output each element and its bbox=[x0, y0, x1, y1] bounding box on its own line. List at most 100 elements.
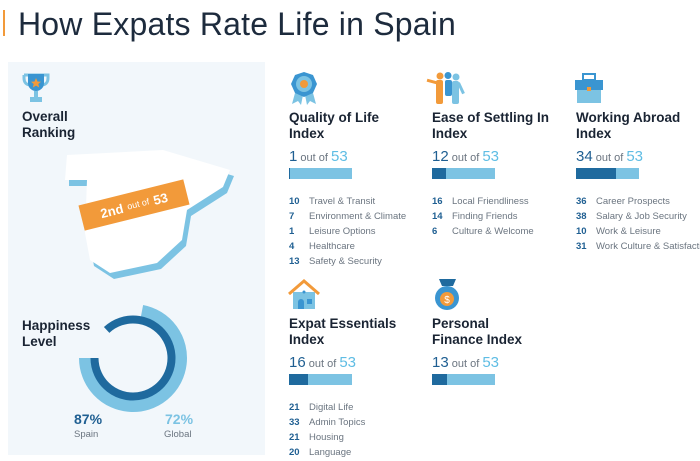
sub-rank-list: 10 Travel & Transit 7 Environment & Climate… bbox=[289, 194, 429, 269]
sub-label: Housing bbox=[309, 432, 344, 443]
list-item: 10 Work & Leisure bbox=[576, 224, 700, 239]
list-item: 16 Local Friendliness bbox=[432, 194, 572, 209]
rank-value: 12 bbox=[432, 148, 449, 165]
spain-label: Spain bbox=[74, 429, 99, 440]
rank-total: 53 bbox=[339, 354, 357, 371]
sub-label: Healthcare bbox=[309, 241, 355, 252]
sub-rank: 33 bbox=[289, 417, 300, 428]
sub-rank: 13 bbox=[289, 256, 300, 267]
out-of: out of bbox=[595, 152, 624, 164]
sub-rank: 16 bbox=[432, 196, 443, 207]
title-accent bbox=[3, 10, 5, 36]
index-card: Quality of Life Index 1 out of 53 10 Trav… bbox=[289, 110, 429, 269]
sub-rank: 14 bbox=[432, 211, 443, 222]
index-rank: 34 out of 53 bbox=[576, 148, 700, 165]
index-card: Expat Essentials Index 16 out of 53 21 Di… bbox=[289, 316, 429, 460]
out-of: out of bbox=[308, 358, 337, 370]
happiness-label: Happiness Level bbox=[22, 318, 91, 349]
global-label: Global bbox=[164, 429, 192, 440]
index-title: Expat Essentials Index bbox=[289, 316, 397, 347]
out-of: out of bbox=[451, 152, 480, 164]
list-item: 38 Salary & Job Security bbox=[576, 209, 700, 224]
rank-bar bbox=[576, 168, 639, 179]
sub-rank: 21 bbox=[289, 402, 300, 413]
rank-value: 13 bbox=[432, 354, 449, 371]
spain-arc bbox=[90, 315, 176, 401]
sub-label: Finding Friends bbox=[452, 211, 518, 222]
list-item: 6 Culture & Welcome bbox=[432, 224, 572, 239]
rank-total: 53 bbox=[331, 148, 348, 165]
rank-bar-fill bbox=[289, 168, 291, 179]
sub-label: Travel & Transit bbox=[309, 196, 376, 207]
sub-label: Leisure Options bbox=[309, 226, 376, 237]
index-card: Ease of Settling In Index 12 out of 53 1… bbox=[432, 110, 572, 239]
index-title: Personal Finance Index bbox=[432, 316, 523, 347]
sub-rank: 7 bbox=[289, 211, 295, 222]
badge-icon bbox=[291, 72, 317, 105]
sub-rank: 1 bbox=[289, 226, 295, 237]
index-rank: 13 out of 53 bbox=[432, 354, 572, 371]
list-item: 13 Safety & Security bbox=[289, 254, 429, 269]
out-of: out of bbox=[300, 152, 328, 164]
sub-label: Culture & Welcome bbox=[452, 226, 534, 237]
sub-label: Admin Topics bbox=[309, 417, 366, 428]
list-item: 36 Career Prospects bbox=[576, 194, 700, 209]
briefcase-icon bbox=[575, 73, 603, 103]
rank-value: 1 bbox=[289, 148, 298, 165]
sub-label: Safety & Security bbox=[309, 256, 382, 267]
sub-rank: 4 bbox=[289, 241, 295, 252]
sub-rank: 10 bbox=[289, 196, 300, 207]
index-title: Working Abroad Index bbox=[576, 110, 681, 141]
spain-value: 87% bbox=[74, 411, 103, 427]
rank-value: 16 bbox=[289, 354, 306, 371]
people-icon bbox=[426, 72, 465, 104]
sub-rank: 20 bbox=[289, 447, 300, 458]
index-card: Working Abroad Index 34 out of 53 36 Care… bbox=[576, 110, 700, 254]
sub-rank: 21 bbox=[289, 432, 300, 443]
sub-rank: 36 bbox=[576, 196, 587, 207]
index-rank: 16 out of 53 bbox=[289, 354, 429, 371]
rank-bar bbox=[289, 168, 352, 179]
index-rank: 12 out of 53 bbox=[432, 148, 572, 165]
rank-bar-fill bbox=[432, 168, 447, 179]
list-item: 1 Leisure Options bbox=[289, 224, 429, 239]
rank-bar-fill bbox=[432, 374, 448, 385]
svg-text:$: $ bbox=[444, 295, 450, 306]
index-title: Quality of Life Index bbox=[289, 110, 380, 141]
list-item: 33 Admin Topics bbox=[289, 415, 429, 430]
sub-rank-list: 16 Local Friendliness 14 Finding Friends 6 Cu… bbox=[432, 194, 572, 239]
list-item: 31 Work Culture & Satisfaction bbox=[576, 239, 700, 254]
index-title: Ease of Settling In Index bbox=[432, 110, 550, 141]
happiness-donut bbox=[79, 304, 187, 412]
sub-label: Salary & Job Security bbox=[596, 211, 687, 222]
list-item: 20 Language bbox=[289, 445, 429, 460]
index-card: Personal Finance Index 13 out of 53 bbox=[432, 316, 572, 400]
rank-total: 53 bbox=[482, 354, 500, 371]
sub-rank-list: 21 Digital Life 33 Admin Topics 21 Housing 20 L… bbox=[289, 400, 429, 460]
sub-rank: 38 bbox=[576, 211, 587, 222]
sub-rank-list: 36 Career Prospects 38 Salary & Job Securit… bbox=[576, 194, 700, 254]
rank-bar bbox=[432, 374, 495, 385]
rank-total: 53 bbox=[626, 148, 644, 165]
list-item: 14 Finding Friends bbox=[432, 209, 572, 224]
rank-bar bbox=[289, 374, 352, 385]
global-value: 72% bbox=[165, 411, 194, 427]
rank-value: 34 bbox=[576, 148, 593, 165]
sub-label: Work & Leisure bbox=[596, 226, 661, 237]
overall-ranking-label: Overall Ranking bbox=[22, 109, 76, 140]
sub-rank: 31 bbox=[576, 241, 587, 252]
out-of: out of bbox=[451, 358, 480, 370]
sub-label: Local Friendliness bbox=[452, 196, 529, 207]
sub-rank: 6 bbox=[432, 226, 438, 237]
page-title: How Expats Rate Life in Spain bbox=[18, 6, 457, 42]
sub-label: Work Culture & Satisfaction bbox=[596, 241, 700, 252]
rank-total: 53 bbox=[482, 148, 500, 165]
list-item: 21 Housing bbox=[289, 430, 429, 445]
money-bag-icon: $ bbox=[435, 279, 459, 310]
list-item: 7 Environment & Climate bbox=[289, 209, 429, 224]
trophy-icon bbox=[22, 73, 50, 102]
sub-label: Environment & Climate bbox=[309, 211, 407, 222]
rank-bar bbox=[432, 168, 495, 179]
rank-bar-fill bbox=[289, 374, 309, 385]
global-arc bbox=[79, 304, 187, 412]
